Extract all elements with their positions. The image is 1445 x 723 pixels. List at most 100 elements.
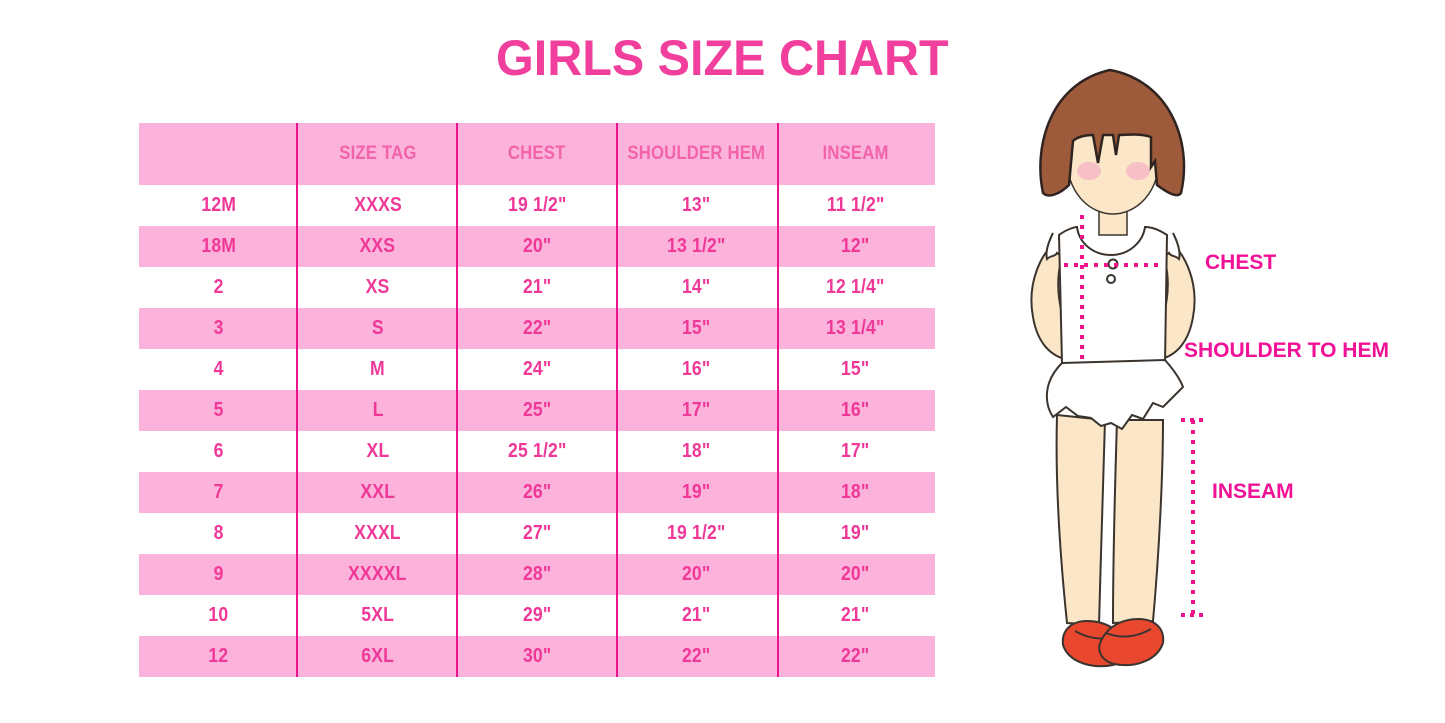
table-row: 12M XXXS 19 1/2" 13" 11 1/2": [139, 185, 935, 226]
head: [1039, 68, 1186, 236]
table-cell: 19 1/2": [507, 194, 567, 216]
table-cell: XXS: [359, 235, 396, 257]
table-cell: 13 1/4": [826, 317, 885, 339]
blush-right: [1126, 162, 1150, 180]
hair: [1039, 68, 1186, 197]
table-cell: S: [371, 317, 384, 339]
table-cell: 11 1/2": [826, 194, 885, 216]
table-cell: 19 1/2": [666, 522, 726, 544]
table-cell: 20": [841, 563, 870, 585]
table-cell: 12": [841, 235, 870, 257]
table-cell: 28": [522, 563, 552, 585]
table-cell: 21": [522, 276, 552, 298]
table-cell: 26": [522, 481, 552, 503]
table-cell: 24": [522, 358, 552, 380]
legs: [1055, 413, 1165, 627]
table-cell: 12: [208, 645, 229, 667]
header-cell-chest: CHEST: [508, 143, 566, 164]
table-cell: XS: [365, 276, 390, 298]
table-row: 9 XXXXL 28" 20" 20": [139, 554, 935, 595]
header-cell-shoulder-hem: SHOULDER HEM: [627, 143, 766, 164]
column-divider: [616, 123, 618, 677]
table-cell: 29": [522, 604, 552, 626]
measurement-figure: CHEST SHOULDER TO HEM INSEAM: [1005, 65, 1445, 675]
table-cell: L: [372, 399, 384, 421]
table-cell: 9: [213, 563, 224, 585]
table-cell: 20": [681, 563, 711, 585]
table-cell: 14": [681, 276, 711, 298]
blush-left: [1077, 162, 1101, 180]
table-cell: 21": [841, 604, 870, 626]
table-cell: 17": [681, 399, 711, 421]
table-cell: 22": [841, 645, 870, 667]
table-cell: 4: [213, 358, 224, 380]
table-cell: 27": [522, 522, 552, 544]
table-cell: 7: [213, 481, 224, 503]
chest-label: CHEST: [1205, 251, 1277, 274]
table-row: 8 XXXL 27" 19 1/2" 19": [139, 513, 935, 554]
inseam-measure-line: [1181, 418, 1205, 617]
table-cell: 25 1/2": [507, 440, 567, 462]
size-table-body: 12M XXXS 19 1/2" 13" 11 1/2" 18M XXS 20" 13 1/2"…: [139, 185, 935, 677]
table-cell: 5XL: [361, 604, 395, 626]
table-cell: 12M: [201, 194, 236, 216]
table-row: 4 M 24" 16" 15": [139, 349, 935, 390]
table-header-row: SIZE TAG CHEST SHOULDER HEM INSEAM: [139, 123, 935, 185]
table-cell: XXXL: [354, 522, 402, 544]
column-divider: [777, 123, 779, 677]
girl-illustration: [1030, 68, 1205, 668]
table-cell: 18": [841, 481, 870, 503]
table-row: 18M XXS 20" 13 1/2" 12": [139, 226, 935, 267]
table-cell: 18": [681, 440, 711, 462]
header-cell-size-tag: SIZE TAG: [339, 143, 417, 164]
header-cell-size: [139, 123, 298, 185]
table-row: 5 L 25" 17" 16": [139, 390, 935, 431]
shoes: [1061, 617, 1165, 668]
table-cell: 25": [522, 399, 552, 421]
table-cell: 6: [213, 440, 224, 462]
table-cell: 6XL: [361, 645, 395, 667]
table-row: 2 XS 21" 14" 12 1/4": [139, 267, 935, 308]
table-cell: 2: [213, 276, 224, 298]
table-cell: 12 1/4": [826, 276, 885, 298]
table-cell: M: [370, 358, 386, 380]
table-cell: 13": [681, 194, 711, 216]
table-row: 6 XL 25 1/2" 18" 17": [139, 431, 935, 472]
table-cell: 16": [681, 358, 711, 380]
table-row: 7 XXL 26" 19" 18": [139, 472, 935, 513]
shoulder-to-hem-label: SHOULDER TO HEM: [1184, 339, 1389, 362]
table-cell: 16": [841, 399, 870, 421]
table-cell: 5: [213, 399, 224, 421]
table-cell: 30": [522, 645, 552, 667]
table-cell: 10: [208, 604, 229, 626]
table-cell: 3: [213, 317, 224, 339]
table-cell: 15": [841, 358, 870, 380]
table-row: 10 5XL 29" 21" 21": [139, 595, 935, 636]
column-divider: [296, 123, 298, 677]
table-cell: XXXS: [353, 194, 402, 216]
column-divider: [456, 123, 458, 677]
size-table: SIZE TAG CHEST SHOULDER HEM INSEAM 12M XX…: [139, 123, 935, 677]
table-row: 12 6XL 30" 22" 22": [139, 636, 935, 677]
inseam-label: INSEAM: [1212, 480, 1294, 503]
table-cell: 13 1/2": [666, 235, 726, 257]
table-cell: 19": [841, 522, 870, 544]
table-cell: 15": [681, 317, 711, 339]
table-cell: XXXXL: [348, 563, 408, 585]
table-cell: XL: [366, 440, 390, 462]
table-cell: XXL: [360, 481, 396, 503]
header-cell-inseam: INSEAM: [822, 143, 889, 164]
table-cell: 18M: [201, 235, 236, 257]
table-cell: 21": [681, 604, 711, 626]
table-cell: 17": [841, 440, 870, 462]
table-cell: 8: [213, 522, 224, 544]
table-cell: 22": [522, 317, 552, 339]
table-cell: 20": [522, 235, 552, 257]
table-cell: 22": [681, 645, 711, 667]
table-row: 3 S 22" 15" 13 1/4": [139, 308, 935, 349]
shirt: [1045, 225, 1181, 364]
page-title: GIRLS SIZE CHART: [496, 30, 949, 86]
skirt: [1045, 358, 1185, 431]
table-cell: 19": [681, 481, 711, 503]
